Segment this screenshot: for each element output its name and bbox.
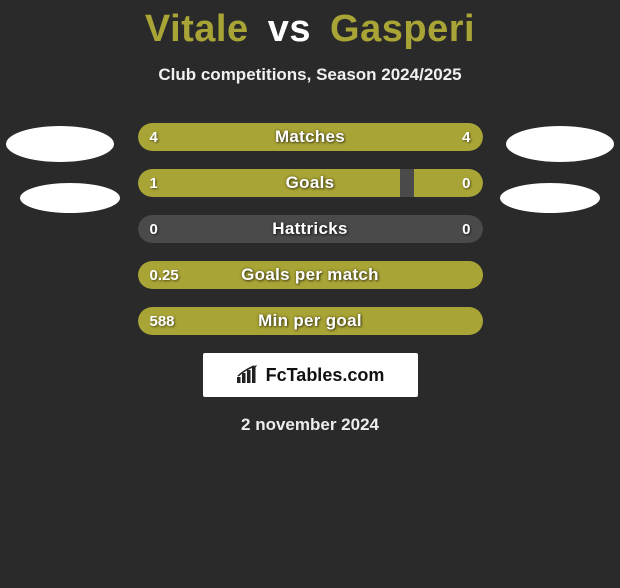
stat-label: Hattricks: [138, 215, 483, 243]
stat-bar: 10Goals: [138, 169, 483, 197]
brand-text: FcTables.com: [266, 365, 385, 386]
title-vs: vs: [268, 8, 311, 50]
avatar-player1-large: [6, 126, 114, 162]
stat-label: Goals: [138, 169, 483, 197]
stat-bar: 00Hattricks: [138, 215, 483, 243]
stat-label: Min per goal: [138, 307, 483, 335]
comparison-title: Vitale vs Gasperi: [0, 8, 620, 51]
avatar-player2-small: [500, 183, 600, 213]
stat-bar: 0.25Goals per match: [138, 261, 483, 289]
date-label: 2 november 2024: [0, 415, 620, 435]
brand-box[interactable]: FcTables.com: [203, 353, 418, 397]
stat-bar: 44Matches: [138, 123, 483, 151]
title-player1: Vitale: [145, 8, 249, 50]
title-player2: Gasperi: [330, 8, 475, 50]
stat-label: Goals per match: [138, 261, 483, 289]
subtitle: Club competitions, Season 2024/2025: [0, 65, 620, 85]
stat-bar: 588Min per goal: [138, 307, 483, 335]
avatar-player1-small: [20, 183, 120, 213]
stat-label: Matches: [138, 123, 483, 151]
stats-bars: 44Matches 10Goals 00Hattricks 0.25Goals per…: [138, 123, 483, 335]
chart-icon: [236, 365, 260, 385]
avatar-player2-large: [506, 126, 614, 162]
